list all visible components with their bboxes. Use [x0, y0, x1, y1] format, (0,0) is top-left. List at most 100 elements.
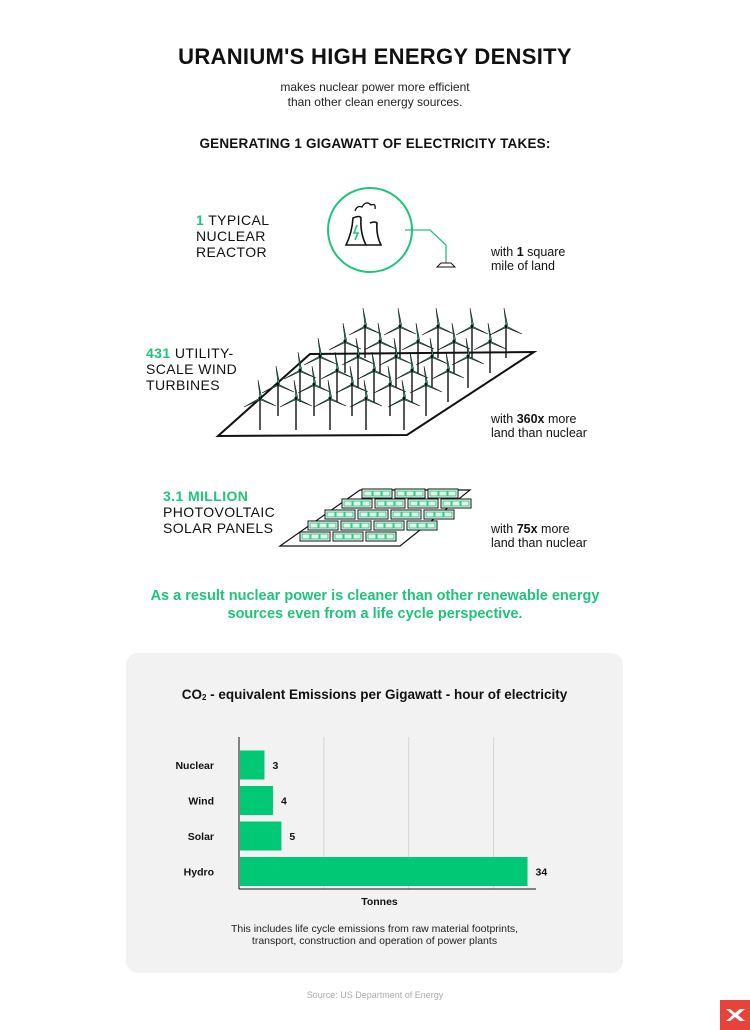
wind-turbine-icon	[283, 351, 317, 402]
wind-turbine-icon	[409, 365, 443, 416]
nuclear-plant-icon	[327, 187, 457, 273]
page-subtitle: makes nuclear power more efficient than …	[0, 80, 750, 110]
wind-turbine-icon	[303, 337, 337, 388]
chart-footnote-line-1: This includes life cycle emissions from …	[230, 923, 519, 935]
solar-panel-icon	[361, 488, 393, 499]
solar-panel-icon	[440, 498, 472, 509]
solar-panel-icon	[423, 509, 455, 520]
wind-turbine-icon	[335, 365, 369, 416]
wind-turbine-icon	[348, 307, 382, 358]
bar	[240, 857, 528, 886]
source-note: Source: US Department of Energy	[306, 990, 444, 1000]
value-label: 4	[281, 796, 287, 808]
category-label: Hydro	[184, 867, 214, 879]
wind-turbine-icon	[373, 365, 407, 416]
solar-panel-icon	[324, 509, 356, 520]
wind-label-line1: UTILITY-	[170, 345, 234, 361]
wind-label: 431 UTILITY- SCALE WIND TURBINES	[146, 345, 237, 393]
emissions-chart-card: CO2 - equivalent Emissions per Gigawatt …	[126, 653, 623, 973]
category-label: Wind	[188, 796, 214, 808]
solar-panel-icon	[299, 531, 331, 542]
solar-land-pre: with	[491, 522, 517, 536]
brand-logo-icon	[720, 1000, 750, 1030]
solar-land-amount: 75x	[516, 522, 538, 536]
wind-turbine-icon	[395, 351, 429, 402]
wind-turbine-icon	[243, 379, 277, 430]
nuclear-label-line1: TYPICAL	[204, 212, 270, 228]
solar-land-unit: more	[537, 522, 570, 536]
wind-turbine-icon	[313, 379, 347, 430]
wind-turbine-icon	[455, 307, 489, 358]
wind-land-note: with 360x more land than nuclear	[491, 412, 587, 440]
conclusion-text: As a result nuclear power is cleaner tha…	[0, 587, 750, 623]
solar-panel-icon	[341, 498, 373, 509]
solar-panel-icon	[406, 520, 438, 531]
nuclear-label-line2: NUCLEAR	[196, 228, 266, 244]
wind-label-line2: SCALE WIND	[146, 361, 238, 377]
wind-turbine-icon	[341, 337, 375, 388]
wind-turbine-icon	[363, 322, 397, 373]
category-label: Solar	[188, 831, 214, 843]
solar-label-line3: SOLAR PANELS	[163, 520, 274, 536]
value-label: 34	[536, 867, 548, 879]
wind-turbine-icon	[357, 351, 391, 402]
wind-turbine-icon	[349, 379, 383, 430]
page-title: URANIUM'S HIGH ENERGY DENSITY	[178, 44, 572, 69]
wind-turbine-icon	[489, 307, 523, 358]
subtitle-line-2: than other clean energy sources.	[287, 95, 463, 109]
wind-land-line2: land than nuclear	[491, 426, 587, 440]
solar-panel-icon	[373, 520, 405, 531]
wind-label-line3: TURBINES	[146, 377, 220, 393]
nuclear-land-pre: with	[491, 245, 517, 259]
wind-turbine-icon	[401, 322, 435, 373]
chart-title-rest: - equivalent Emissions per Gigawatt - ho…	[206, 687, 568, 702]
solar-panel-icon	[390, 509, 422, 520]
wind-turbine-icon	[279, 379, 313, 430]
wind-land-pre: with	[491, 412, 517, 426]
wind-turbine-icon	[383, 307, 417, 358]
solar-land-line2: land than nuclear	[491, 536, 587, 550]
wind-turbine-icon	[297, 365, 331, 416]
wind-count: 431	[146, 345, 171, 361]
wind-turbine-icon	[451, 337, 485, 388]
solar-panel-icon	[307, 520, 339, 531]
wind-turbine-icon	[261, 365, 295, 416]
solar-label-line2: PHOTOVOLTAIC	[163, 504, 276, 520]
solar-panel-icon	[407, 498, 439, 509]
chart-footnote-line-2: transport, construction and operation of…	[251, 935, 498, 947]
section-heading: GENERATING 1 GIGAWATT OF ELECTRICITY TAK…	[199, 136, 551, 151]
emissions-bar-chart: Nuclear 3 Wind 4 Solar 5 Hydro 34 Tonnes	[175, 737, 548, 908]
value-label: 3	[272, 760, 278, 772]
solar-panel-icon	[365, 531, 397, 542]
solar-farm-illustration	[278, 488, 472, 547]
solar-panel-icon	[357, 509, 389, 520]
solar-panel-icon	[374, 498, 406, 509]
bar	[240, 821, 282, 851]
wind-turbine-icon	[379, 337, 413, 388]
solar-count: 3.1 MILLION	[163, 488, 249, 504]
chart-title: CO2 - equivalent Emissions per Gigawatt …	[126, 687, 623, 702]
chart-footnote: This includes life cycle emissions from …	[126, 923, 623, 947]
wind-turbine-icon	[473, 322, 507, 373]
bar	[240, 786, 273, 815]
nuclear-label: 1 TYPICAL NUCLEAR REACTOR	[196, 212, 269, 260]
nuclear-land-note: with 1 square mile of land	[491, 245, 565, 273]
solar-panel-icon	[332, 531, 364, 542]
solar-panel-icon	[427, 488, 459, 499]
solar-land-note: with 75x more land than nuclear	[491, 522, 587, 550]
chart-title-subscript: 2	[201, 693, 207, 702]
wind-turbine-icon	[387, 379, 421, 430]
value-label: 5	[289, 831, 295, 843]
nuclear-land-amount: 1	[516, 245, 524, 259]
wind-turbine-icon	[421, 307, 455, 358]
wind-turbine-icon	[415, 337, 449, 388]
x-axis-label: Tonnes	[361, 896, 398, 908]
conclusion-line-1: As a result nuclear power is cleaner tha…	[150, 588, 600, 604]
nuclear-land-unit: square	[523, 245, 566, 259]
nuclear-label-line3: REACTOR	[196, 244, 267, 260]
chart-title-prefix: CO	[181, 687, 202, 702]
wind-turbine-icon	[431, 351, 465, 402]
wind-farm-illustration	[215, 307, 538, 438]
wind-land-amount: 360x	[516, 412, 545, 426]
bar	[240, 750, 265, 780]
